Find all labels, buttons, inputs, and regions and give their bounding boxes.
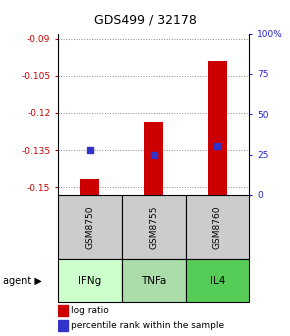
Bar	[186, 259, 249, 302]
Bar	[186, 195, 249, 259]
Bar	[58, 320, 68, 331]
Text: IFNg: IFNg	[78, 276, 102, 286]
Text: log ratio: log ratio	[71, 306, 109, 315]
Bar	[122, 259, 186, 302]
Text: GSM8750: GSM8750	[85, 205, 95, 249]
Text: GSM8760: GSM8760	[213, 205, 222, 249]
Bar	[208, 61, 227, 195]
Bar	[122, 195, 186, 259]
Bar	[144, 122, 163, 195]
Text: percentile rank within the sample: percentile rank within the sample	[71, 321, 224, 330]
Text: GSM8755: GSM8755	[149, 205, 158, 249]
Text: TNFa: TNFa	[141, 276, 166, 286]
Bar	[58, 304, 68, 316]
Text: GDS499 / 32178: GDS499 / 32178	[94, 13, 196, 27]
Text: agent ▶: agent ▶	[3, 276, 42, 286]
Text: IL4: IL4	[210, 276, 225, 286]
Bar	[58, 259, 122, 302]
Bar	[80, 179, 99, 195]
Bar	[58, 195, 122, 259]
